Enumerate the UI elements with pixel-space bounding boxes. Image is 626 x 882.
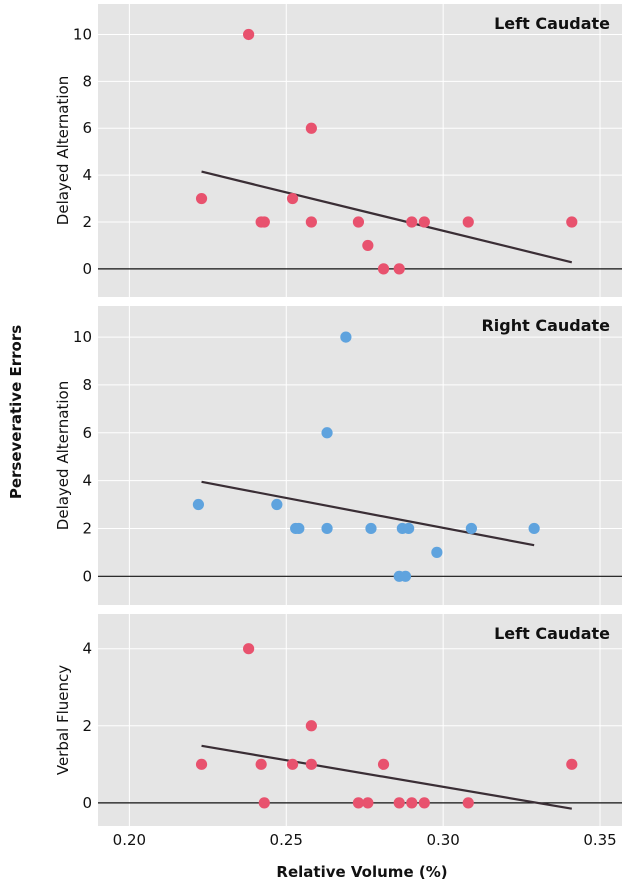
y-tick-label: 6 [82,119,92,137]
data-point [528,522,540,535]
x-tick-label: 0.35 [583,831,616,849]
x-tick-label: 0.20 [113,831,146,849]
data-point [399,570,412,582]
panel-3: 0.20 0.25 0.30 0.35 0 2 4 Left Caudate Verbal Fl… [54,614,622,849]
panel-background [98,614,622,826]
data-point [462,797,474,809]
x-tick-label: 0.30 [426,831,459,849]
data-point [365,522,377,535]
y-tick-label: 2 [82,519,92,537]
panel-background [98,306,622,605]
shared-x-axis-label: Relative Volume (%) [276,863,447,881]
data-point [286,758,299,770]
data-point [192,498,205,511]
shared-y-axis-label: Perseverative Errors [7,325,25,499]
data-point [321,522,333,535]
data-point [418,797,430,809]
panel-background [98,4,622,297]
data-point [406,797,418,809]
y-axis-label: Verbal Fluency [54,665,72,775]
regression-line [201,744,572,810]
y-tick-label: 0 [82,567,92,585]
data-point [377,263,390,275]
data-point [305,720,317,732]
y-tick-label: 2 [82,717,92,735]
data-point [258,216,270,228]
data-point [352,797,365,809]
data-point [418,216,430,228]
data-point [393,797,405,809]
panels: 0 2 4 6 8 10 Left Caudate Delayed Alternation 0 2… [54,4,622,849]
y-tick-label: 0 [82,260,92,278]
data-point [340,331,352,343]
data-point [362,239,374,252]
data-point [566,758,578,770]
data-point [195,758,208,770]
data-point [195,192,208,205]
y-tick-label: 10 [73,25,92,43]
data-point [377,758,390,770]
panel-title: Left Caudate [494,624,610,643]
y-axis-label: Delayed Alternation [54,76,72,225]
regression-line [201,170,573,264]
data-point [286,192,299,205]
panel-title: Left Caudate [494,14,610,33]
y-tick-label: 0 [82,794,92,812]
data-point [403,522,415,535]
data-point [243,643,255,655]
y-tick-label: 4 [82,166,92,184]
data-point [566,216,578,228]
data-point [321,427,333,439]
y-tick-label: 4 [82,640,92,658]
data-point [352,216,365,228]
x-tick-label: 0.25 [270,831,303,849]
data-point [305,122,317,134]
y-tick-label: 10 [73,328,92,346]
data-point [293,522,305,535]
y-tick-label: 8 [82,376,92,394]
data-point [271,498,283,511]
panel-title: Right Caudate [481,316,610,335]
regression-line [201,480,535,547]
data-point [258,797,270,809]
y-tick-label: 4 [82,472,92,490]
data-point [431,546,443,558]
y-axis-label: Delayed Alternation [54,381,72,530]
data-point [305,216,317,228]
data-point [462,216,474,228]
panel-2: 0 2 4 6 8 10 Right Caudate Delayed Alternation [54,306,622,605]
data-point [393,263,405,275]
data-point [305,758,317,770]
data-point [243,28,255,41]
y-tick-label: 2 [82,213,92,231]
data-point [406,216,418,228]
panel-1: 0 2 4 6 8 10 Left Caudate Delayed Alternation [54,4,622,297]
data-point [362,797,374,809]
y-tick-label: 8 [82,72,92,90]
data-point [255,758,267,770]
data-point [465,522,477,535]
y-tick-label: 6 [82,424,92,442]
